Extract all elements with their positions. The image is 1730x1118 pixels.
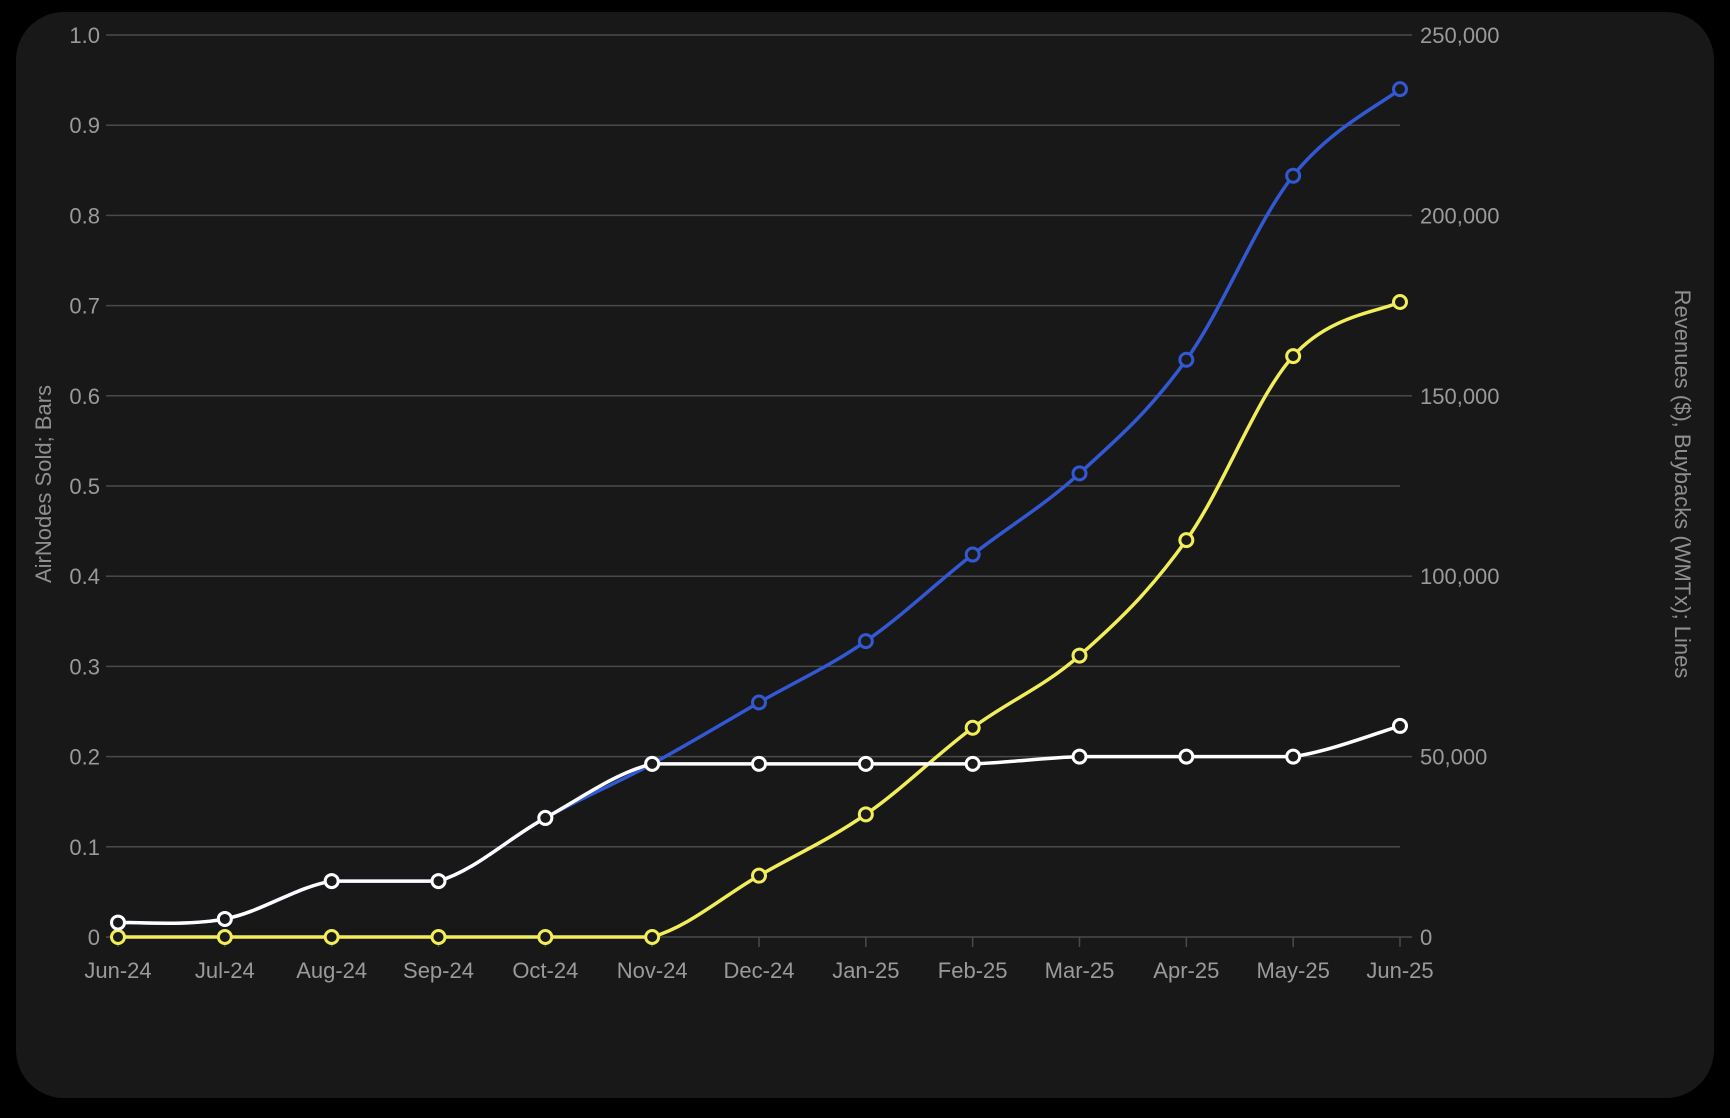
data-point[interactable] bbox=[1071, 465, 1088, 482]
data-point[interactable] bbox=[1178, 748, 1195, 765]
data-point[interactable] bbox=[1285, 748, 1302, 765]
x-axis-ticks: Jun-24 Jul-24 Aug-24 Sep-24 Oct-24 Nov-24 Dec-… bbox=[84, 958, 1433, 983]
left-axis-title: AirNodes Sold; Bars bbox=[31, 385, 56, 583]
x-tick-label: Jun-24 bbox=[84, 958, 151, 983]
right-tick-label: 150,000 bbox=[1420, 384, 1500, 409]
right-tick-label: 50,000 bbox=[1420, 745, 1487, 770]
left-axis-ticks: 0 0.1 0.2 0.3 0.4 0.5 0.6 0.7 0.8 0.9 1.0 bbox=[69, 23, 100, 950]
data-point[interactable] bbox=[751, 694, 767, 711]
data-point[interactable] bbox=[1392, 717, 1408, 734]
data-point[interactable] bbox=[964, 719, 981, 736]
right-axis-title: Revenues ($), Buybacks (WMTx); Lines bbox=[1670, 290, 1695, 679]
data-point[interactable] bbox=[964, 755, 981, 772]
data-point[interactable] bbox=[430, 929, 447, 945]
data-point[interactable] bbox=[644, 755, 661, 772]
series-1 bbox=[110, 293, 1408, 945]
data-point[interactable] bbox=[1178, 532, 1195, 549]
data-point[interactable] bbox=[430, 873, 447, 890]
right-axis-ticks: 0 50,000 100,000 150,000 200,000 250,000 bbox=[1420, 23, 1500, 950]
chart-panel: 0 0.1 0.2 0.3 0.4 0.5 0.6 0.7 0.8 0.9 1.0 0 50,000 1… bbox=[16, 12, 1714, 1098]
data-point[interactable] bbox=[964, 546, 981, 563]
series-line bbox=[116, 724, 1402, 926]
right-tick-label: 200,000 bbox=[1420, 203, 1500, 228]
left-tick-label: 1.0 bbox=[69, 23, 100, 48]
left-tick-label: 0.7 bbox=[69, 294, 100, 319]
data-point[interactable] bbox=[857, 755, 874, 772]
data-point[interactable] bbox=[1178, 351, 1195, 368]
right-tick-label: 250,000 bbox=[1420, 23, 1500, 48]
left-tick-label: 0.1 bbox=[69, 835, 100, 860]
data-point[interactable] bbox=[1071, 748, 1088, 765]
data-point[interactable] bbox=[751, 867, 767, 884]
series-line bbox=[116, 300, 1402, 939]
data-point[interactable] bbox=[537, 809, 554, 826]
data-point[interactable] bbox=[644, 929, 661, 945]
left-tick-label: 0 bbox=[88, 925, 100, 950]
data-point[interactable] bbox=[1071, 647, 1088, 664]
left-tick-label: 0.6 bbox=[69, 384, 100, 409]
data-point[interactable] bbox=[323, 929, 340, 945]
right-tick-label: 100,000 bbox=[1420, 564, 1500, 589]
data-point[interactable] bbox=[1285, 167, 1302, 184]
series-0 bbox=[110, 81, 1408, 931]
line-chart: 0 0.1 0.2 0.3 0.4 0.5 0.6 0.7 0.8 0.9 1.0 0 50,000 1… bbox=[31, 23, 1695, 983]
data-point[interactable] bbox=[110, 929, 126, 945]
x-tick-label: Apr-25 bbox=[1153, 958, 1219, 983]
data-point[interactable] bbox=[216, 929, 233, 945]
right-tick-label: 0 bbox=[1420, 925, 1432, 950]
data-point[interactable] bbox=[857, 806, 874, 823]
x-tick-label: Mar-25 bbox=[1045, 958, 1115, 983]
series-lines bbox=[110, 81, 1408, 945]
data-point[interactable] bbox=[751, 755, 767, 772]
data-point[interactable] bbox=[323, 873, 340, 890]
x-tick-label: Nov-24 bbox=[617, 958, 688, 983]
x-tick-label: Oct-24 bbox=[512, 958, 578, 983]
series-2 bbox=[110, 717, 1408, 931]
data-point[interactable] bbox=[1392, 81, 1408, 98]
left-tick-label: 0.3 bbox=[69, 654, 100, 679]
left-tick-label: 0.8 bbox=[69, 203, 100, 228]
data-point[interactable] bbox=[1392, 293, 1408, 310]
x-tick-label: Dec-24 bbox=[724, 958, 795, 983]
x-tick-label: Jun-25 bbox=[1366, 958, 1433, 983]
data-point[interactable] bbox=[110, 914, 126, 931]
data-point[interactable] bbox=[857, 633, 874, 650]
data-point[interactable] bbox=[1285, 348, 1302, 365]
left-tick-label: 0.2 bbox=[69, 745, 100, 770]
x-tick-label: May-25 bbox=[1256, 958, 1329, 983]
x-tick-label: Sep-24 bbox=[403, 958, 474, 983]
x-tick-label: Feb-25 bbox=[938, 958, 1008, 983]
x-tick-label: Jul-24 bbox=[195, 958, 255, 983]
x-tick-label: Aug-24 bbox=[296, 958, 367, 983]
data-point[interactable] bbox=[216, 910, 233, 927]
x-tick-label: Jan-25 bbox=[832, 958, 899, 983]
left-tick-label: 0.4 bbox=[69, 564, 100, 589]
left-tick-label: 0.9 bbox=[69, 113, 100, 138]
data-point[interactable] bbox=[537, 929, 554, 945]
left-tick-label: 0.5 bbox=[69, 474, 100, 499]
